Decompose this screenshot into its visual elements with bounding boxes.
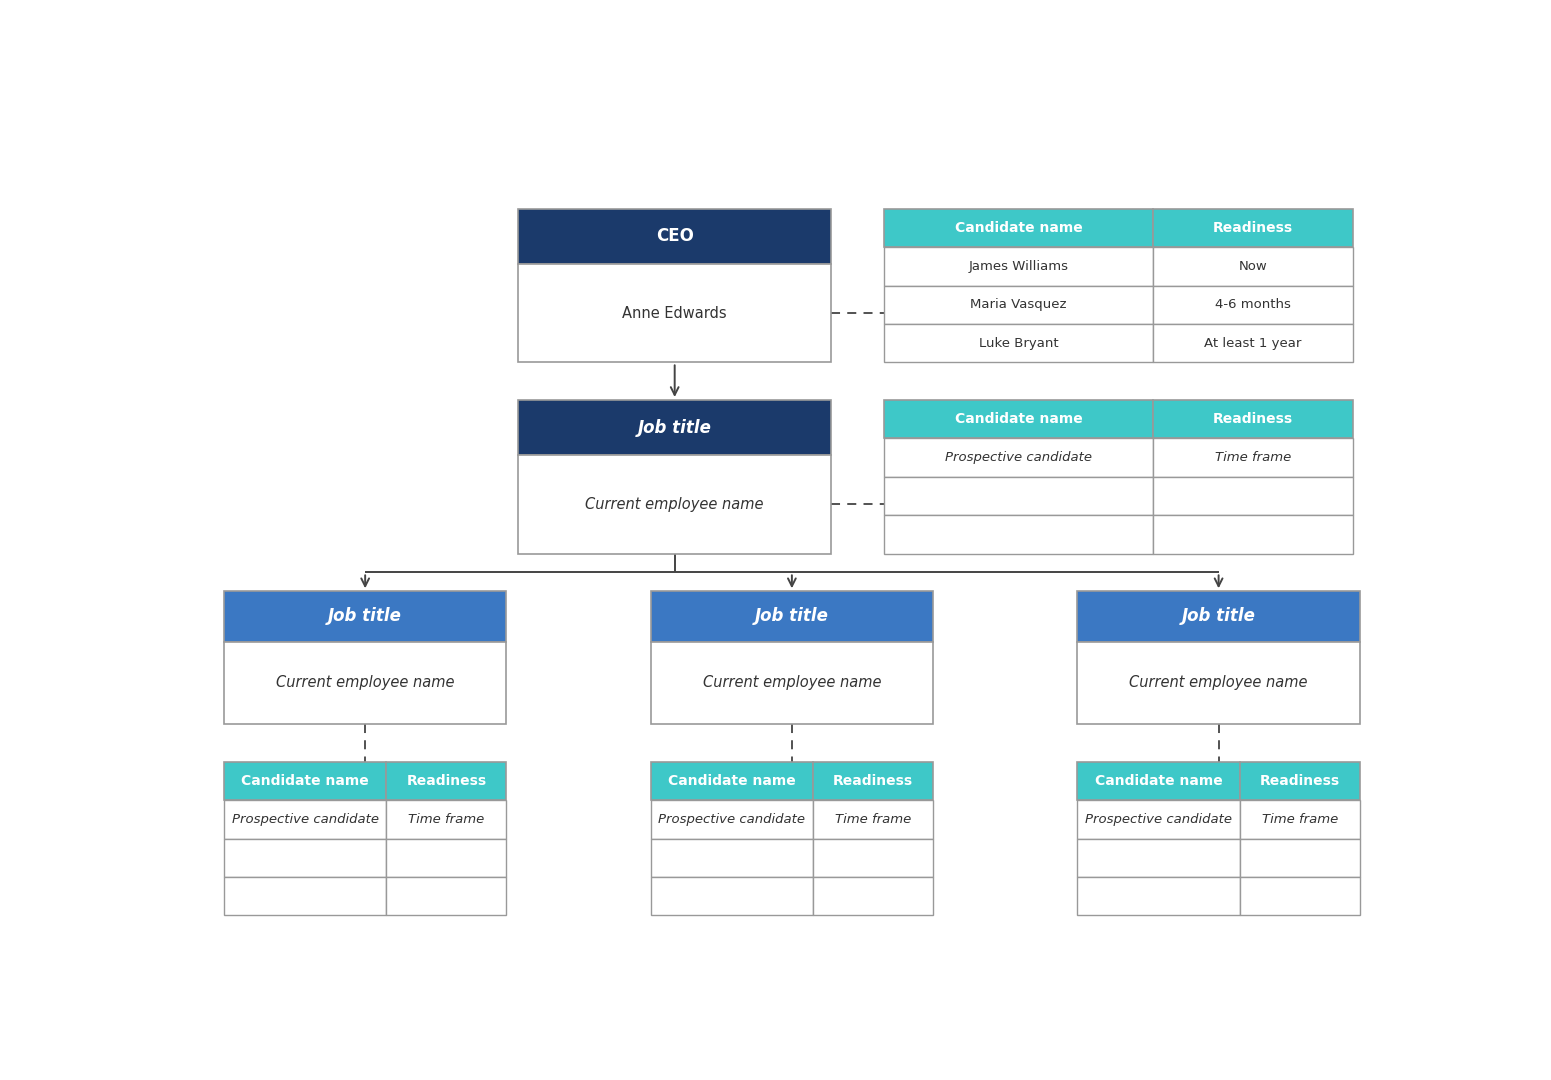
Bar xyxy=(386,800,506,838)
Text: Job title: Job title xyxy=(637,419,712,436)
Text: Readiness: Readiness xyxy=(1259,774,1340,787)
Bar xyxy=(813,877,934,916)
Text: At least 1 year: At least 1 year xyxy=(1204,337,1301,350)
Text: Time frame: Time frame xyxy=(834,813,912,826)
Bar xyxy=(223,877,386,916)
Bar xyxy=(884,324,1154,363)
Bar xyxy=(1078,838,1239,877)
Bar xyxy=(1154,324,1352,363)
Bar xyxy=(1154,247,1352,285)
Bar xyxy=(1239,877,1360,916)
Bar xyxy=(884,515,1154,554)
Bar xyxy=(1154,438,1352,476)
Text: Current employee name: Current employee name xyxy=(1129,675,1307,690)
Text: Time frame: Time frame xyxy=(1261,813,1339,826)
Bar xyxy=(651,591,934,642)
Bar xyxy=(884,208,1154,247)
Text: Candidate name: Candidate name xyxy=(1095,774,1222,787)
Bar xyxy=(386,761,506,800)
Text: Prospective candidate: Prospective candidate xyxy=(231,813,378,826)
Bar xyxy=(651,761,813,800)
Bar xyxy=(1239,838,1360,877)
Text: James Williams: James Williams xyxy=(969,260,1069,273)
Bar xyxy=(651,642,934,725)
Bar xyxy=(1239,800,1360,838)
Bar xyxy=(1078,591,1360,642)
Text: Candidate name: Candidate name xyxy=(668,774,796,787)
Text: Time frame: Time frame xyxy=(408,813,484,826)
Bar xyxy=(813,761,934,800)
Bar xyxy=(223,761,386,800)
Text: Readiness: Readiness xyxy=(1213,413,1294,427)
Text: Time frame: Time frame xyxy=(1214,451,1290,464)
Text: Candidate name: Candidate name xyxy=(955,220,1083,234)
Text: Prospective candidate: Prospective candidate xyxy=(658,813,805,826)
Text: CEO: CEO xyxy=(656,227,693,245)
Text: Candidate name: Candidate name xyxy=(955,413,1083,427)
Bar xyxy=(884,247,1154,285)
Bar xyxy=(518,456,831,554)
Bar xyxy=(813,800,934,838)
Bar xyxy=(1078,642,1360,725)
Text: Now: Now xyxy=(1239,260,1267,273)
Text: Maria Vasquez: Maria Vasquez xyxy=(971,298,1067,311)
Bar xyxy=(223,591,506,642)
Bar xyxy=(813,838,934,877)
Text: 4-6 months: 4-6 months xyxy=(1214,298,1290,311)
Text: Current employee name: Current employee name xyxy=(585,497,765,512)
Bar xyxy=(884,285,1154,324)
Bar xyxy=(223,642,506,725)
Bar xyxy=(1154,208,1352,247)
Bar xyxy=(1239,761,1360,800)
Text: Job title: Job title xyxy=(755,607,828,625)
Bar xyxy=(884,438,1154,476)
Bar xyxy=(884,400,1154,438)
Bar xyxy=(1078,800,1239,838)
Bar xyxy=(651,838,813,877)
Bar xyxy=(1078,877,1239,916)
Text: Readiness: Readiness xyxy=(1213,220,1294,234)
Text: Prospective candidate: Prospective candidate xyxy=(1086,813,1231,826)
Text: Anne Edwards: Anne Edwards xyxy=(622,306,727,321)
Bar xyxy=(884,476,1154,515)
Bar xyxy=(651,877,813,916)
Bar xyxy=(518,400,831,456)
Text: Job title: Job title xyxy=(329,607,402,625)
Text: Luke Bryant: Luke Bryant xyxy=(979,337,1058,350)
Bar xyxy=(1154,285,1352,324)
Bar xyxy=(518,208,831,264)
Bar xyxy=(386,838,506,877)
Bar xyxy=(223,800,386,838)
Text: Candidate name: Candidate name xyxy=(242,774,369,787)
Bar xyxy=(386,877,506,916)
Bar xyxy=(1078,761,1239,800)
Bar xyxy=(1154,476,1352,515)
Bar xyxy=(223,838,386,877)
Bar xyxy=(651,800,813,838)
Bar xyxy=(1154,400,1352,438)
Text: Job title: Job title xyxy=(1182,607,1256,625)
Text: Current employee name: Current employee name xyxy=(276,675,454,690)
Text: Prospective candidate: Prospective candidate xyxy=(945,451,1092,464)
Bar xyxy=(518,264,831,363)
Text: Current employee name: Current employee name xyxy=(703,675,881,690)
Text: Readiness: Readiness xyxy=(833,774,914,787)
Bar xyxy=(1154,515,1352,554)
Text: Readiness: Readiness xyxy=(406,774,487,787)
